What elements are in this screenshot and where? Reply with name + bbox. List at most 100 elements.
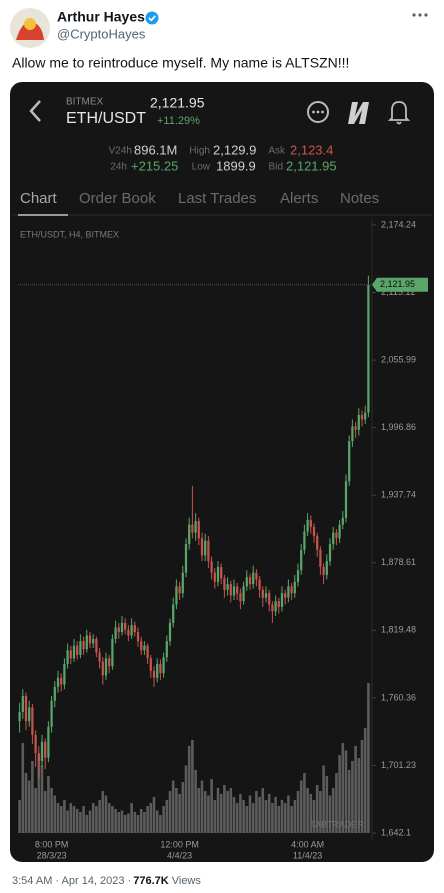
candle-body [200, 538, 204, 556]
volume-bar [248, 795, 252, 833]
tab[interactable]: Alerts [280, 190, 318, 207]
tab[interactable]: Chart [20, 190, 58, 207]
y-tick-label: 1,760.36 [381, 692, 416, 702]
candle-body [127, 629, 130, 636]
volume-bar [107, 803, 111, 833]
volume-bar [152, 797, 156, 833]
candle-body [165, 641, 168, 658]
tab[interactable]: Notes [340, 190, 379, 207]
volume-bar [175, 788, 178, 833]
verified-check [148, 15, 156, 22]
candle-body [287, 586, 290, 598]
volume-bar [104, 795, 108, 833]
volume-bar [127, 813, 130, 833]
volume-bar [111, 806, 114, 833]
candle-body [66, 650, 69, 665]
volume-bar [271, 803, 274, 833]
candle-body [21, 696, 24, 713]
candle-body [210, 561, 213, 573]
volume-bar [79, 812, 82, 833]
volume-bar [290, 806, 293, 833]
volume-bar [360, 740, 364, 833]
candle-body [332, 532, 335, 545]
candle-body [236, 586, 239, 594]
candle-body [284, 593, 287, 598]
y-tick-label: 2,055.99 [381, 354, 416, 364]
volume-bar [18, 800, 21, 833]
candle-body [104, 658, 108, 676]
volume-bar [357, 758, 361, 833]
tab[interactable]: Last Trades [178, 190, 256, 207]
y-tick-label: 2,115.12 [381, 287, 415, 297]
x-tick-label: 4/4/23 [167, 850, 192, 860]
volume-bar [299, 780, 303, 833]
candle-body [95, 638, 98, 653]
logo-icon[interactable] [348, 102, 369, 124]
candle-body [18, 712, 21, 722]
volume-bar [219, 794, 223, 833]
candle-body [37, 753, 40, 762]
candle-body [207, 540, 210, 562]
pair: ETH/USDT [66, 110, 146, 127]
volume-bar [37, 755, 41, 833]
stat-label: V24h [109, 146, 132, 157]
volume-bar [194, 770, 197, 833]
candle-body [168, 622, 172, 642]
candle-body [31, 707, 34, 735]
candle-body [194, 521, 197, 533]
author-handle[interactable]: @CryptoHayes [57, 26, 146, 41]
candle-body [309, 520, 312, 527]
volume-bar [53, 795, 57, 833]
volume-bar [133, 812, 137, 833]
volume-bar [331, 788, 335, 833]
candle-body [261, 589, 264, 598]
candle-body [351, 426, 354, 442]
candle-body [85, 635, 88, 650]
author-name[interactable]: Arthur Hayes [57, 9, 145, 25]
y-tick-label: 1,996.86 [381, 422, 416, 432]
dot [418, 13, 422, 17]
candle-body [34, 734, 37, 754]
volume-bar [123, 815, 127, 833]
candle-body [114, 627, 117, 639]
volume-bar [63, 800, 66, 833]
more-button[interactable] [412, 13, 428, 17]
volume-bar [59, 806, 63, 833]
menu-icon[interactable] [307, 101, 329, 123]
candle-body [277, 601, 280, 607]
volume-bar [72, 806, 76, 833]
candle-body [229, 584, 232, 596]
tab[interactable]: Order Book [79, 190, 156, 207]
volume-bar [40, 765, 44, 833]
volume-bar [322, 765, 325, 833]
dot [412, 13, 416, 17]
last-price-tag [372, 277, 428, 292]
candle-body [264, 593, 268, 598]
volume-bar [354, 746, 357, 833]
volume-bar [363, 728, 367, 833]
candle-body [60, 677, 63, 685]
candle-body [344, 481, 348, 518]
candle-body [44, 741, 47, 758]
candle-body [232, 586, 236, 596]
volume-bar [197, 788, 201, 833]
candle-body [296, 570, 300, 582]
volume-bar [85, 815, 89, 833]
volume-bar [56, 803, 60, 833]
candle-body [255, 572, 258, 580]
bell-icon[interactable] [387, 101, 411, 125]
volume-bar [75, 809, 79, 833]
media-frame[interactable] [10, 82, 434, 862]
candle-body [111, 638, 114, 667]
volume-bar [43, 791, 47, 833]
candle-body [191, 524, 194, 533]
candle-body [204, 540, 207, 556]
price: 2,121.95 [150, 95, 205, 111]
candle-body [239, 593, 242, 602]
candle-body [47, 726, 50, 758]
volume-bar [242, 800, 245, 833]
avatar[interactable] [10, 8, 50, 48]
stat-value: 2,121.95 [286, 158, 337, 173]
